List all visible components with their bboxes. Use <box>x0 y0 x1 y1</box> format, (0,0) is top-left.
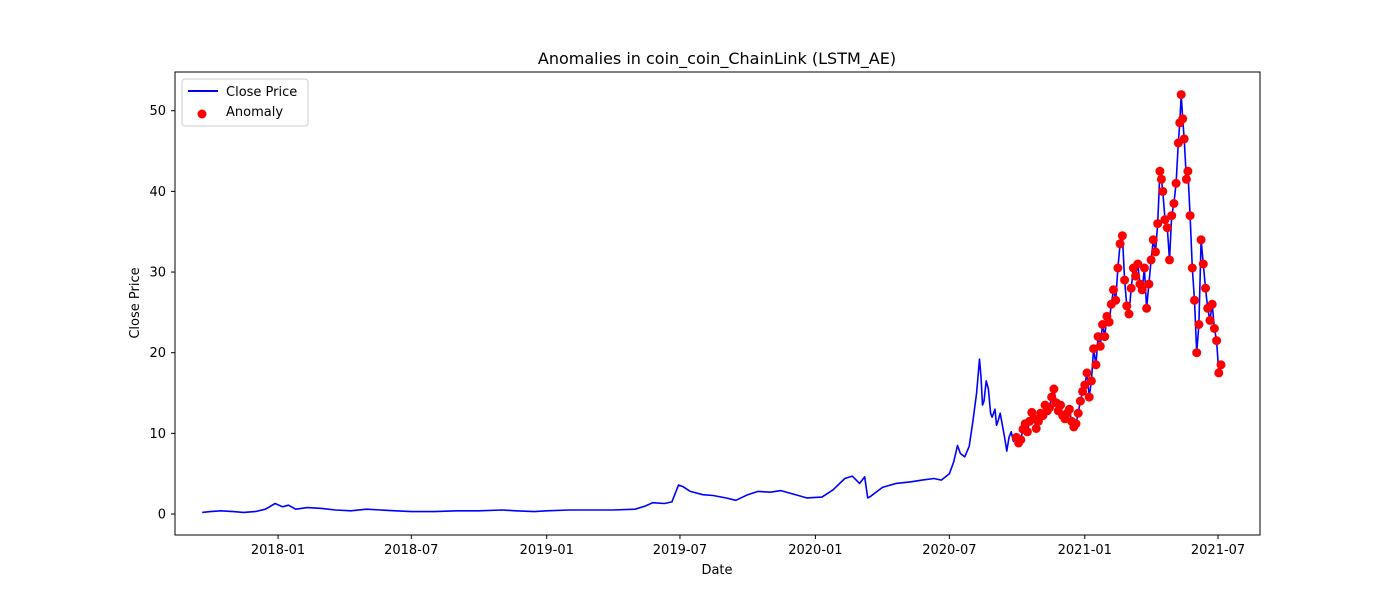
chart-title: Anomalies in coin_coin_ChainLink (LSTM_A… <box>538 49 896 69</box>
anomaly-point <box>1194 320 1204 329</box>
anomaly-point <box>1178 114 1188 124</box>
anomaly-point <box>1086 376 1096 386</box>
anomaly-point <box>1209 324 1219 333</box>
anomaly-point <box>1216 360 1226 370</box>
anomaly-point <box>1111 295 1121 305</box>
anomaly-point <box>1139 263 1149 273</box>
anomaly-point <box>1214 368 1224 378</box>
anomaly-point <box>1165 255 1174 265</box>
anomaly-point <box>1160 215 1170 225</box>
anomaly-point <box>1187 263 1197 273</box>
anomaly-point <box>1171 178 1181 188</box>
y-tick-label: 20 <box>149 346 166 361</box>
anomaly-point <box>1137 285 1147 295</box>
y-tick-label: 40 <box>149 185 166 200</box>
x-tick-label: 2018-01 <box>251 543 305 558</box>
anomaly-point <box>1104 317 1114 327</box>
anomaly-point <box>1049 384 1059 394</box>
x-axis: 2018-01 2018-07 2019-01 2019-07 2020-01 2020-… <box>251 535 1245 558</box>
anomaly-point <box>1082 368 1092 378</box>
legend-label-anomaly: Anomaly <box>226 105 283 120</box>
anomaly-point <box>1075 396 1085 406</box>
anomaly-point <box>1176 90 1186 100</box>
anomaly-point <box>1196 235 1206 245</box>
x-tick-label: 2019-01 <box>520 543 574 558</box>
anomaly-point <box>1133 259 1143 269</box>
anomaly-point <box>1045 403 1054 413</box>
x-tick-label: 2019-07 <box>653 543 707 558</box>
anomaly-point <box>1146 255 1156 265</box>
anomaly-point <box>1158 186 1168 196</box>
anomaly-point <box>1185 211 1195 221</box>
x-tick-label: 2021-01 <box>1058 543 1112 558</box>
series-layer <box>202 90 1226 514</box>
anomaly-point <box>1162 223 1172 233</box>
anomaly-point <box>1109 285 1118 295</box>
anomaly-point <box>1113 263 1123 273</box>
anomaly-point <box>1144 279 1154 289</box>
anomaly-point <box>1056 400 1065 410</box>
anomaly-point <box>1153 219 1163 229</box>
anomaly-point <box>1198 259 1208 269</box>
x-tick-label: 2020-01 <box>788 543 842 558</box>
anomaly-point <box>1192 348 1202 358</box>
y-axis-label: Close Price <box>128 267 143 338</box>
anomaly-point <box>1183 166 1193 176</box>
anomaly-point <box>1212 336 1222 346</box>
anomaly-point <box>1117 231 1127 241</box>
x-tick-label: 2021-07 <box>1191 543 1245 558</box>
anomaly-point <box>1207 299 1217 309</box>
anomaly-point <box>1131 271 1141 281</box>
y-tick-label: 50 <box>149 104 166 119</box>
anomaly-point <box>1100 332 1110 342</box>
anomaly-point <box>1122 301 1132 311</box>
anomaly-point <box>1016 435 1026 445</box>
anomaly-point <box>1148 235 1158 245</box>
anomaly-point <box>1071 419 1081 429</box>
anomaly-point <box>1091 360 1101 370</box>
y-axis: 0 10 20 30 40 50 <box>149 104 175 523</box>
anomaly-point <box>1167 211 1177 221</box>
anomaly-point <box>1151 247 1160 257</box>
y-tick-label: 0 <box>158 508 166 523</box>
y-tick-label: 30 <box>149 266 166 281</box>
anomaly-point <box>1190 295 1199 305</box>
legend: Close Price Anomaly <box>181 78 309 127</box>
anomaly-point <box>1126 283 1136 293</box>
plot-frame <box>174 71 1261 536</box>
anomaly-point <box>1142 303 1152 313</box>
anomaly-point <box>1095 341 1105 351</box>
anomaly-point <box>1205 315 1215 325</box>
x-tick-label: 2018-07 <box>384 543 438 558</box>
anomaly-point <box>1120 275 1130 285</box>
anomaly-point <box>1155 166 1165 176</box>
anomaly-point <box>1064 404 1074 414</box>
plot-area: 0 10 20 30 40 50 2018-01 2018-07 2019-01 2019-07… <box>149 71 1261 558</box>
x-axis-label: Date <box>701 563 732 578</box>
anomaly-point <box>1093 332 1103 342</box>
y-tick-label: 10 <box>149 427 166 442</box>
anomaly-point <box>1031 424 1041 433</box>
anomaly-point <box>1201 283 1210 293</box>
anomaly-point <box>1115 239 1125 249</box>
anomaly-point <box>1073 408 1083 418</box>
anomaly-point <box>1080 380 1090 390</box>
anomaly-point <box>1022 427 1032 437</box>
anomaly-point <box>1084 392 1094 402</box>
x-tick-label: 2020-07 <box>922 543 976 558</box>
legend-label-close-price: Close Price <box>226 85 297 100</box>
anomaly-point <box>1169 199 1179 208</box>
anomaly-point <box>1181 174 1191 184</box>
legend-dot-swatch <box>197 109 207 119</box>
anomaly-point <box>1124 309 1134 319</box>
anomaly-point <box>1156 174 1166 184</box>
anomaly-point <box>1179 134 1189 144</box>
